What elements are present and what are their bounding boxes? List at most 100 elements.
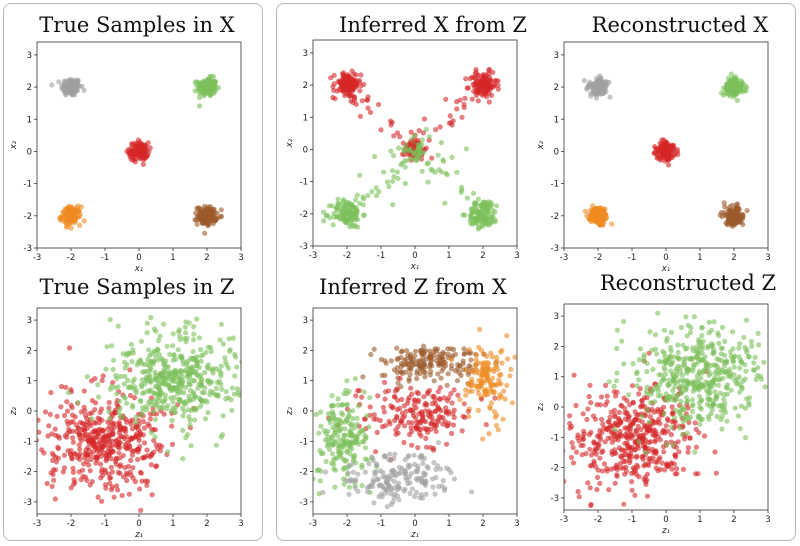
scatter-point-red: [448, 391, 454, 397]
scatter-point-green: [222, 355, 228, 361]
x-tick-label: 2: [731, 253, 736, 263]
y-tick-label: 3: [27, 51, 32, 61]
scatter-point-gray: [379, 494, 385, 500]
y-tick-label: 2: [554, 83, 559, 93]
scatter-point-green: [208, 388, 214, 394]
scatter-point-green: [738, 83, 744, 89]
scatter-point-gray: [413, 489, 420, 495]
x-tick-label: -2: [594, 515, 602, 525]
scatter-point-red: [576, 494, 582, 500]
scatter-point-green: [130, 404, 136, 410]
scatter-point-green: [686, 366, 692, 373]
scatter-point-green: [344, 204, 350, 210]
scatter-point-gray: [383, 479, 389, 486]
scatter-point-red: [122, 465, 128, 471]
scatter-point-red: [137, 145, 144, 152]
scatter-point-red: [119, 492, 125, 499]
scatter-point-brown: [371, 346, 377, 352]
scatter-point-green: [257, 409, 259, 414]
scatter-point-green: [639, 413, 645, 419]
scatter-point-red: [405, 397, 411, 403]
scatter-point-gray: [607, 94, 613, 100]
scatter-point-green: [696, 339, 702, 345]
scatter-point-red: [113, 442, 119, 448]
scatter-point-green: [454, 169, 460, 175]
scatter-point-red: [668, 432, 674, 438]
scatter-point-green: [717, 390, 723, 396]
scatter-point-red: [632, 447, 638, 453]
x-tick-label: -1: [377, 519, 385, 529]
scatter-point-orange: [499, 360, 505, 366]
scatter-point-green: [226, 365, 232, 371]
scatter-point-green: [219, 386, 225, 392]
scatter-point-red: [106, 435, 112, 441]
scatter-point-red: [82, 428, 88, 434]
scatter-point-green: [180, 357, 186, 363]
scatter-point-green: [338, 450, 344, 456]
scatter-point-green: [336, 402, 342, 408]
scatter-point-red: [138, 470, 144, 476]
scatter-point-green: [381, 169, 387, 175]
scatter-point-red: [446, 395, 452, 401]
scatter-point-green: [680, 431, 686, 438]
scatter-point-red: [648, 458, 654, 464]
scatter-point-red: [42, 409, 49, 415]
scatter-point-green: [777, 326, 782, 331]
scatter-point-red: [68, 451, 74, 457]
scatter-point-orange: [480, 365, 486, 371]
scatter-point-green: [188, 443, 194, 449]
y-tick-label: 3: [27, 316, 32, 326]
scatter-point-green: [652, 332, 659, 338]
x-tick-label: 3: [765, 515, 770, 525]
y-tick-label: -3: [300, 498, 308, 508]
scatter-point-green: [661, 327, 668, 333]
scatter-point-orange: [495, 427, 501, 433]
scatter-point-green: [348, 443, 354, 449]
scatter-point-red: [413, 424, 419, 430]
scatter-point-gray: [402, 471, 408, 477]
scatter-point-green: [138, 338, 144, 344]
scatter-point-red: [411, 141, 417, 147]
scatter-point-gray: [375, 476, 381, 482]
scatter-point-red: [357, 88, 363, 94]
x-tick-label: 1: [446, 251, 451, 261]
y-tick-label: 3: [554, 312, 559, 322]
y-axis-label: x₂: [536, 140, 546, 150]
scatter-point-red: [451, 414, 457, 421]
scatter-point-red: [54, 413, 60, 419]
scatter-point-red: [457, 97, 463, 103]
x-tick-label: 0: [412, 519, 417, 529]
scatter-point-red: [568, 454, 575, 461]
scatter-point-red: [659, 460, 665, 466]
scatter-point-red: [425, 389, 431, 395]
scatter-point-green: [678, 364, 684, 371]
scatter-point-red: [593, 451, 599, 457]
scatter-point-green: [734, 381, 740, 387]
scatter-point-gray: [600, 90, 606, 96]
scatter-point-green: [484, 206, 490, 212]
scatter-point-green: [109, 383, 115, 389]
scatter-point-green: [218, 321, 224, 327]
scatter-point-green: [761, 359, 767, 365]
scatter-point-green: [180, 427, 186, 433]
scatter-point-gray: [442, 485, 448, 491]
scatter-point-green: [438, 169, 444, 175]
scatter-point-green: [192, 407, 199, 413]
scatter-point-green: [169, 417, 175, 423]
scatter-point-red: [675, 151, 681, 158]
scatter-point-gray: [469, 489, 475, 495]
scatter-point-green: [169, 370, 175, 376]
scatter-point-red: [635, 443, 641, 449]
scatter-point-red: [618, 402, 624, 408]
scatter-point-green: [317, 448, 323, 454]
scatter-point-green: [168, 395, 174, 401]
scatter-point-green: [362, 432, 368, 438]
scatter-point-brown: [208, 217, 214, 223]
scatter-point-red: [53, 432, 59, 438]
scatter-point-red: [89, 398, 95, 404]
scatter-point-red: [657, 437, 663, 443]
scatter-point-green: [252, 382, 257, 387]
scatter-point-green: [364, 413, 370, 419]
scatter-point-gray: [420, 470, 427, 476]
scatter-point-red: [46, 423, 52, 429]
